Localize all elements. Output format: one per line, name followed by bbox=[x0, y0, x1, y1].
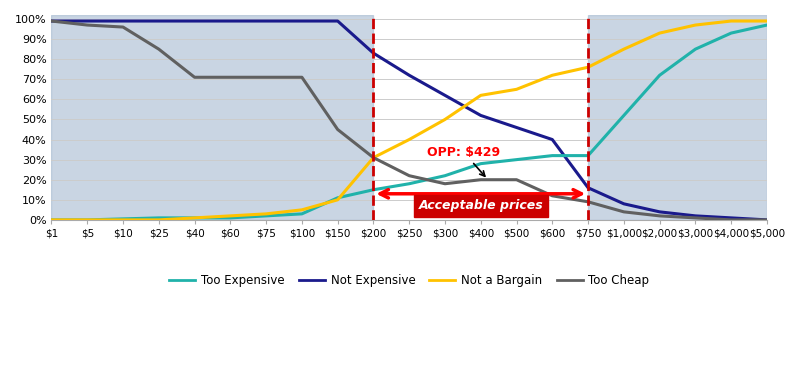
Bar bbox=[588, 15, 767, 220]
Bar bbox=[51, 15, 374, 220]
Legend: Too Expensive, Not Expensive, Not a Bargain, Too Cheap: Too Expensive, Not Expensive, Not a Barg… bbox=[164, 270, 654, 292]
Text: OPP: $429: OPP: $429 bbox=[427, 146, 500, 176]
Text: Acceptable prices: Acceptable prices bbox=[418, 199, 543, 212]
